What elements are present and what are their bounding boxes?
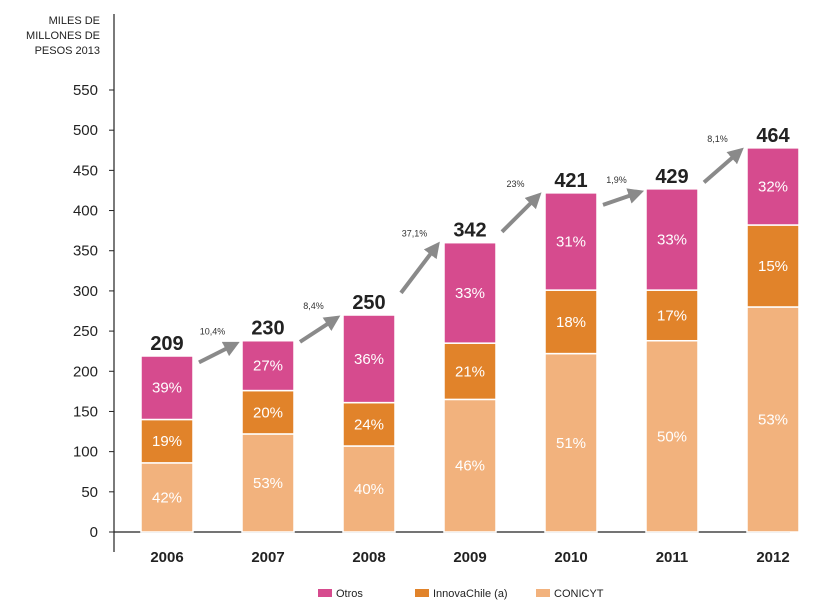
total-value-label: 209	[150, 333, 183, 355]
legend: Otros InnovaChile (a) CONICYT	[318, 588, 604, 600]
growth-arrow	[500, 192, 542, 234]
growth-label: 37,1%	[402, 229, 428, 239]
growth-label: 1,9%	[606, 175, 627, 185]
bar-segment-conicyt	[645, 339, 699, 533]
growth-arrow	[702, 147, 744, 184]
y-tick-label: 150	[73, 403, 98, 420]
bar-segment-conicyt	[342, 445, 396, 533]
percent-label: 51%	[556, 435, 586, 452]
bar-segment-otros	[544, 192, 598, 291]
y-tick-label: 200	[73, 363, 98, 380]
legend-label: InnovaChile (a)	[433, 588, 508, 600]
bars-group	[140, 147, 800, 533]
bar-segment-conicyt	[746, 306, 800, 533]
bar-segment-otros	[140, 355, 194, 421]
bar-segment-otros	[241, 339, 295, 392]
percent-label: 42%	[152, 489, 182, 506]
percent-label: 15%	[758, 258, 788, 275]
bar-segment-otros	[342, 314, 396, 404]
y-tick-label: 500	[73, 122, 98, 139]
total-value-label: 421	[554, 170, 587, 192]
percent-label: 33%	[455, 285, 485, 302]
percent-label: 31%	[556, 233, 586, 250]
growth-arrow	[602, 188, 645, 207]
y-tick-label: 450	[73, 162, 98, 179]
labels-group: 42% 19% 39% 209 53% 20% 27% 230 40% 24% 36% 250 46% 2…	[150, 125, 790, 507]
x-tick-label: 2007	[251, 549, 284, 566]
x-tick-label: 2006	[150, 549, 183, 566]
bar-segment-conicyt	[140, 462, 194, 533]
total-value-label: 342	[453, 220, 486, 242]
bar-segment-innovachile-a	[241, 389, 295, 435]
y-tick-label: 550	[73, 82, 98, 99]
x-tick-label: 2010	[554, 549, 587, 566]
growth-label: 8,1%	[707, 134, 728, 144]
percent-label: 46%	[455, 458, 485, 475]
y-axis-label-line-3: PESOS 2013	[35, 45, 100, 57]
percent-label: 50%	[657, 428, 687, 445]
bar-segment-innovachile-a	[645, 289, 699, 342]
growth-label: 8,4%	[303, 301, 324, 311]
bar-segment-innovachile-a	[342, 401, 396, 447]
x-tick-label: 2011	[656, 549, 689, 566]
percent-label: 40%	[354, 481, 384, 498]
x-tick-label: 2012	[756, 549, 789, 566]
y-tick-label: 0	[90, 524, 98, 541]
percent-label: 33%	[657, 231, 687, 248]
legend-swatch	[536, 589, 550, 597]
percent-label: 24%	[354, 416, 384, 433]
y-axis-label-line-1: MILES DE	[49, 15, 100, 27]
bar-segment-conicyt	[241, 433, 295, 533]
percent-label: 20%	[253, 404, 283, 421]
percent-label: 39%	[152, 380, 182, 397]
total-value-label: 429	[655, 166, 688, 188]
percent-label: 36%	[354, 351, 384, 368]
bar-segment-innovachile-a	[140, 418, 194, 464]
growth-label: 23%	[506, 179, 524, 189]
percent-label: 27%	[253, 358, 283, 375]
y-tick-label: 250	[73, 323, 98, 340]
bar-segment-innovachile-a	[544, 289, 598, 355]
legend-swatch	[415, 589, 429, 597]
bar-segment-otros	[443, 241, 497, 344]
x-tick-label: 2009	[453, 549, 486, 566]
y-tick-label: 50	[81, 484, 98, 501]
x-tick-label: 2008	[352, 549, 385, 566]
y-tick-label: 300	[73, 283, 98, 300]
growth-arrow	[198, 341, 240, 365]
bar-segment-otros	[645, 188, 699, 291]
legend-swatch	[318, 589, 332, 597]
bar-segment-innovachile-a	[746, 224, 800, 308]
growth-arrow	[399, 241, 440, 295]
growth-arrow	[298, 315, 341, 344]
y-tick-label: 350	[73, 243, 98, 260]
y-axis-label-line-2: MILLONES DE	[26, 30, 100, 42]
y-tick-label: 100	[73, 444, 98, 461]
bar-segment-conicyt	[443, 398, 497, 533]
bar-segment-otros	[746, 147, 800, 226]
legend-label: Otros	[336, 588, 363, 600]
x-axis-ticks: 2006 2007 2008 2009 2010 2011 2012	[150, 549, 789, 566]
bar-segment-conicyt	[544, 352, 598, 533]
total-value-label: 230	[251, 318, 284, 340]
growth-label: 10,4%	[200, 327, 226, 337]
growth-arrows-group: 10,4% 8,4% 37,1% 23% 1,9% 8,1%	[198, 134, 744, 365]
percent-label: 21%	[455, 363, 485, 380]
percent-label: 53%	[253, 475, 283, 492]
y-axis-ticks: 0 50 100 150 200 250 300 350 400 450 500 550	[73, 82, 114, 541]
percent-label: 17%	[657, 307, 687, 324]
total-value-label: 464	[756, 125, 790, 147]
percent-label: 19%	[152, 433, 182, 450]
percent-label: 32%	[758, 178, 788, 195]
y-tick-label: 400	[73, 203, 98, 220]
percent-label: 18%	[556, 314, 586, 331]
total-value-label: 250	[352, 292, 385, 314]
percent-label: 53%	[758, 411, 788, 428]
legend-label: CONICYT	[554, 588, 604, 600]
